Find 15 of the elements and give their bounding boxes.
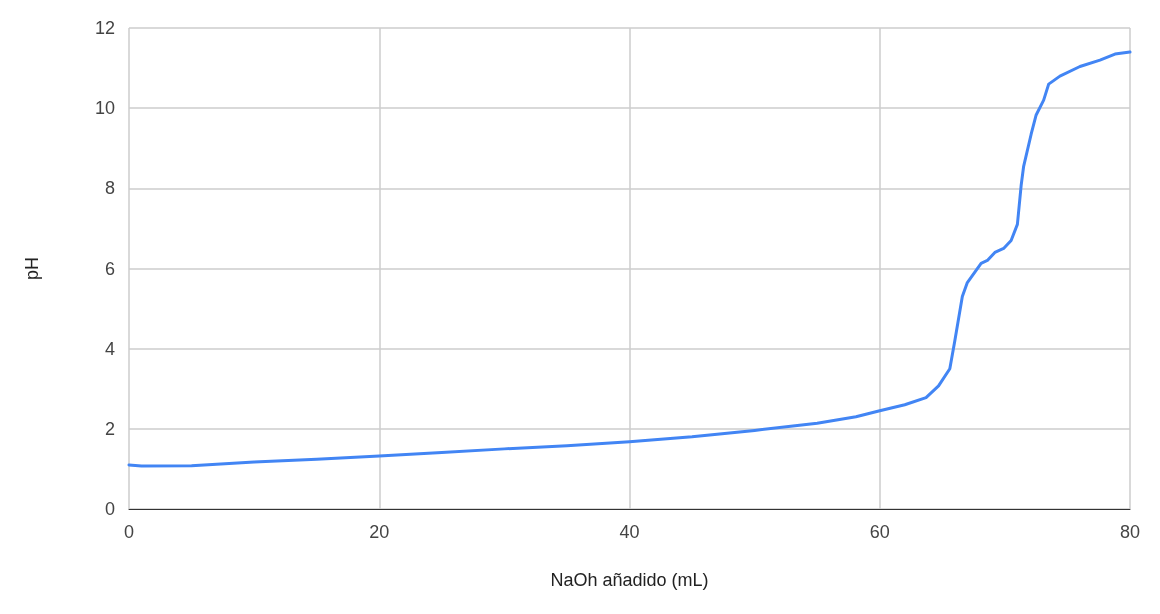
x-tick-label: 80 xyxy=(1119,522,1141,542)
y-tick-label: 10 xyxy=(94,98,115,119)
x-axis-title: NaOh añadido (mL) xyxy=(550,570,709,590)
y-tick-label: 6 xyxy=(104,258,115,279)
x-tick-label: 20 xyxy=(369,522,390,542)
x-tick-label: 40 xyxy=(619,522,640,542)
x-tick-label: 60 xyxy=(869,522,890,542)
y-tick-label: 8 xyxy=(104,178,115,199)
y-tick-label: 4 xyxy=(104,338,115,359)
x-tick-label: 0 xyxy=(123,522,135,542)
line-series xyxy=(127,50,1132,468)
y-tick-label: 12 xyxy=(94,18,115,38)
y-tick-label: 2 xyxy=(104,418,115,439)
y-tick-label: 0 xyxy=(104,499,115,519)
y-axis-title: pH xyxy=(22,256,42,281)
